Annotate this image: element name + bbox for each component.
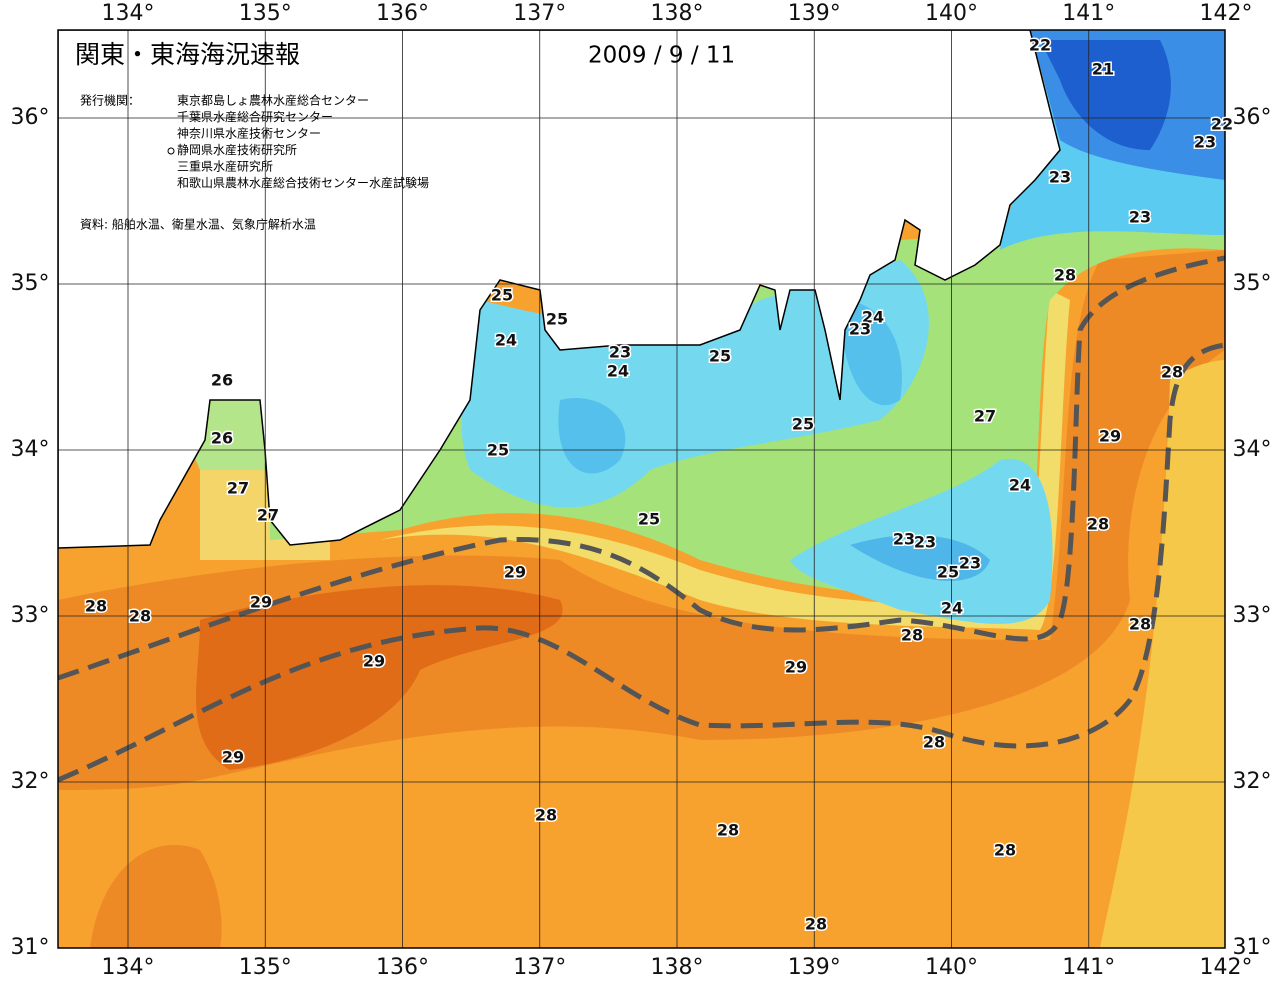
- isotherm-label: 24: [1009, 476, 1031, 495]
- sea-temperature: [58, 30, 1225, 948]
- isotherm-label: 29: [363, 652, 385, 671]
- isotherm-label: 28: [901, 626, 923, 645]
- date: 2009 / 9 / 11: [588, 43, 735, 69]
- publisher: 静岡県水産技術研究所: [177, 142, 297, 157]
- isotherm-label: 23: [1049, 168, 1071, 187]
- longitude-label: 141°: [1062, 955, 1115, 980]
- latitude-label: 31°: [1233, 935, 1272, 960]
- isotherm-label: 25: [546, 310, 568, 329]
- isotherm-label: 26: [211, 371, 233, 390]
- longitude-label: 142°: [1200, 955, 1253, 980]
- latitude-label: 35°: [11, 271, 50, 296]
- isotherm-label: 24: [495, 331, 517, 350]
- graticule: [58, 30, 1225, 948]
- isotherm-label: 28: [923, 733, 945, 752]
- source: 資料: 船舶水温、衛星水温、気象庁解析水温: [80, 217, 316, 232]
- isotherm-label: 23: [1129, 208, 1151, 227]
- isotherm-label: 23: [893, 530, 915, 549]
- isotherm-label: 28: [717, 821, 739, 840]
- isotherm-label: 29: [785, 658, 807, 677]
- longitude-label: 135°: [239, 1, 292, 26]
- isotherm-label: 24: [607, 362, 629, 381]
- isotherm-label: 25: [709, 347, 731, 366]
- isotherm-label: 27: [974, 407, 996, 426]
- isotherm-label: 23: [914, 533, 936, 552]
- isotherm-label: 28: [535, 806, 557, 825]
- isotherm-label: 22: [1211, 115, 1233, 134]
- isotherm-label: 24: [862, 308, 884, 327]
- latitude-label: 32°: [11, 769, 50, 794]
- isotherm-label: 28: [129, 607, 151, 626]
- latitude-label: 36°: [11, 105, 50, 130]
- isotherm-label: 28: [1087, 515, 1109, 534]
- longitude-label: 135°: [239, 955, 292, 980]
- longitude-label: 134°: [102, 955, 155, 980]
- longitude-label: 137°: [513, 955, 566, 980]
- longitude-label: 142°: [1200, 1, 1253, 26]
- latitude-label: 34°: [1233, 437, 1272, 462]
- map-frame: [57, 29, 1226, 949]
- isotherm-label: 25: [491, 286, 513, 305]
- longitude-label: 136°: [376, 955, 429, 980]
- isotherm-label: 25: [487, 441, 509, 460]
- title: 関東・東海海況速報: [75, 40, 300, 69]
- longitude-label: 138°: [651, 955, 704, 980]
- isotherm-label: 28: [805, 915, 827, 934]
- latitude-label: 31°: [11, 935, 50, 960]
- longitude-label: 134°: [102, 1, 155, 26]
- isotherm-label: 24: [941, 599, 963, 618]
- latitude-label: 33°: [1233, 603, 1272, 628]
- isotherm-label: 28: [1054, 266, 1076, 285]
- publisher: 三重県水産研究所: [177, 159, 273, 174]
- latitude-label: 36°: [1233, 105, 1272, 130]
- latitude-label: 32°: [1233, 769, 1272, 794]
- longitude-label: 138°: [651, 1, 704, 26]
- isotherm-label: 25: [792, 415, 814, 434]
- isotherm-label: 23: [609, 343, 631, 362]
- publisher: 東京都島しょ農林水産総合センター: [177, 93, 369, 108]
- longitude-label: 137°: [513, 1, 566, 26]
- latitude-label: 34°: [11, 437, 50, 462]
- latitude-label: 35°: [1233, 271, 1272, 296]
- isotherm-label: 29: [504, 563, 526, 582]
- isotherm-label: 23: [959, 554, 981, 573]
- isotherm-label: 25: [937, 563, 959, 582]
- isotherm-label: 27: [257, 506, 279, 525]
- longitude-label: 139°: [788, 955, 841, 980]
- isotherm-label: 28: [85, 597, 107, 616]
- isotherm-label: 22: [1029, 36, 1051, 55]
- isotherm-label: 29: [250, 593, 272, 612]
- publisher: 和歌山県農林水産総合技術センター水産試験場: [177, 175, 429, 190]
- publisher-label: 発行機関：: [80, 93, 140, 108]
- isotherm-label: 25: [638, 510, 660, 529]
- longitude-label: 140°: [925, 1, 978, 26]
- isotherm-label: 21: [1092, 60, 1114, 79]
- longitude-label: 139°: [788, 1, 841, 26]
- longitude-label: 136°: [376, 1, 429, 26]
- publisher: 千葉県水産総合研究センター: [177, 109, 333, 124]
- isotherm-label: 28: [1129, 615, 1151, 634]
- isotherm-label: 23: [1194, 133, 1216, 152]
- isotherm-label: 29: [222, 748, 244, 767]
- isotherm-label: 27: [227, 479, 249, 498]
- publisher: 神奈川県水産技術センター: [177, 126, 321, 141]
- marker: [167, 147, 175, 155]
- longitude-label: 141°: [1062, 1, 1115, 26]
- isotherm-label: 28: [994, 841, 1016, 860]
- latitude-label: 33°: [11, 603, 50, 628]
- isotherm-label: 23: [849, 320, 871, 339]
- isotherm-label: 26: [211, 429, 233, 448]
- longitude-label: 140°: [925, 955, 978, 980]
- isotherm-label: 29: [1099, 427, 1121, 446]
- isotherm-label: 28: [1161, 363, 1183, 382]
